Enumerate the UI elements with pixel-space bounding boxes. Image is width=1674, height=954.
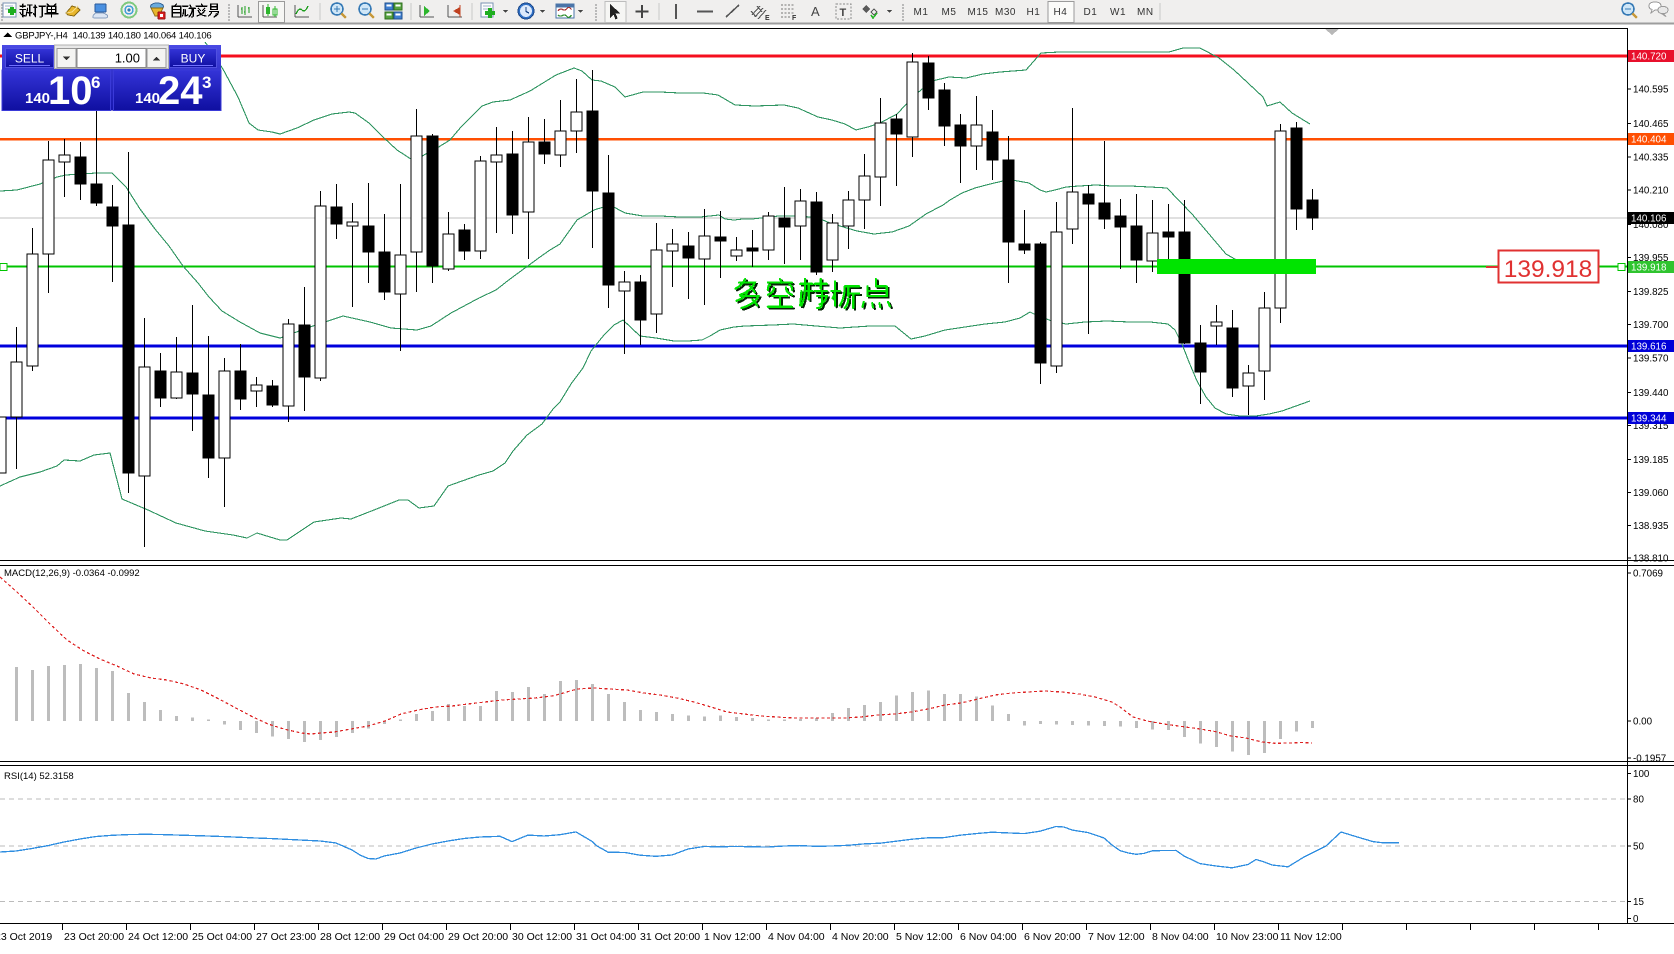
svg-text:10: 10	[48, 69, 93, 113]
svg-text:6 Nov 20:00: 6 Nov 20:00	[1024, 931, 1081, 943]
svg-text:F: F	[792, 15, 797, 22]
svg-text:23 Oct 20:00: 23 Oct 20:00	[64, 931, 124, 943]
svg-text:28 Oct 12:00: 28 Oct 12:00	[320, 931, 380, 943]
svg-text:31 Oct 20:00: 31 Oct 20:00	[640, 931, 700, 943]
svg-text:140.465: 140.465	[1633, 119, 1669, 130]
svg-text:140.080: 140.080	[1633, 220, 1669, 231]
svg-text:GBPJPY-,H4 140.139 140.180 14: GBPJPY-,H4 140.139 140.180 140.064 140.1…	[15, 31, 212, 42]
svg-text:E: E	[765, 15, 770, 22]
svg-text:SELL: SELL	[15, 52, 45, 66]
svg-text:T: T	[840, 7, 847, 19]
svg-text:139.344: 139.344	[1631, 414, 1667, 425]
svg-text:140: 140	[135, 90, 160, 107]
svg-text:5 Nov 12:00: 5 Nov 12:00	[896, 931, 953, 943]
svg-text:0.00: 0.00	[1633, 717, 1653, 728]
svg-text:139.616: 139.616	[1631, 342, 1667, 353]
svg-text:29 Oct 20:00: 29 Oct 20:00	[448, 931, 508, 943]
svg-text:139.918: 139.918	[1631, 263, 1667, 274]
svg-text:138.935: 138.935	[1633, 521, 1669, 532]
svg-text:M5: M5	[942, 7, 957, 18]
svg-text:H1: H1	[1027, 7, 1041, 18]
svg-text:140.720: 140.720	[1631, 52, 1667, 63]
svg-text:139.700: 139.700	[1633, 320, 1669, 331]
svg-text:23 Oct 2019: 23 Oct 2019	[0, 931, 52, 943]
svg-text:15: 15	[1633, 897, 1644, 908]
svg-text:139.825: 139.825	[1633, 287, 1669, 298]
svg-text:24: 24	[158, 69, 203, 113]
svg-text:M1: M1	[914, 7, 929, 18]
svg-text:7 Nov 12:00: 7 Nov 12:00	[1088, 931, 1145, 943]
svg-text:139.185: 139.185	[1633, 455, 1669, 466]
svg-text:1 Nov 12:00: 1 Nov 12:00	[704, 931, 761, 943]
svg-text:0: 0	[1633, 914, 1639, 925]
svg-text:50: 50	[1633, 842, 1644, 853]
svg-text:140.210: 140.210	[1633, 186, 1669, 197]
svg-text:0.7069: 0.7069	[1633, 569, 1663, 580]
svg-text:138.810: 138.810	[1633, 554, 1669, 565]
svg-text:10 Nov 23:00: 10 Nov 23:00	[1216, 931, 1279, 943]
svg-text:MACD(12,26,9) -0.0364 -0.0992: MACD(12,26,9) -0.0364 -0.0992	[4, 568, 140, 579]
svg-text:W1: W1	[1110, 7, 1126, 18]
svg-text:139.440: 139.440	[1633, 388, 1669, 399]
svg-text:1.00: 1.00	[115, 51, 140, 66]
svg-text:M30: M30	[995, 7, 1016, 18]
svg-text:140.595: 140.595	[1633, 85, 1669, 96]
svg-text:H4: H4	[1054, 7, 1068, 18]
svg-text:A: A	[811, 4, 820, 19]
svg-text:RSI(14) 52.3158: RSI(14) 52.3158	[4, 771, 74, 782]
svg-text:MN: MN	[1137, 7, 1154, 18]
svg-text:-0.1957: -0.1957	[1633, 754, 1666, 765]
svg-text:140.404: 140.404	[1631, 135, 1667, 146]
svg-text:140.335: 140.335	[1633, 153, 1669, 164]
svg-text:6: 6	[91, 73, 100, 92]
svg-text:4 Nov 04:00: 4 Nov 04:00	[768, 931, 825, 943]
svg-text:27 Oct 23:00: 27 Oct 23:00	[256, 931, 316, 943]
svg-text:4 Nov 20:00: 4 Nov 20:00	[832, 931, 889, 943]
svg-text:100: 100	[1633, 769, 1650, 780]
svg-text:139.570: 139.570	[1633, 354, 1669, 365]
svg-text:30 Oct 12:00: 30 Oct 12:00	[512, 931, 572, 943]
svg-text:139.918: 139.918	[1504, 256, 1593, 283]
svg-text:140: 140	[25, 90, 50, 107]
svg-text:D1: D1	[1084, 7, 1098, 18]
svg-text:11 Nov 12:00: 11 Nov 12:00	[1280, 931, 1342, 943]
svg-text:140.106: 140.106	[1631, 214, 1667, 225]
svg-text:BUY: BUY	[181, 52, 206, 66]
svg-text:80: 80	[1633, 795, 1644, 806]
svg-text:24 Oct 12:00: 24 Oct 12:00	[128, 931, 188, 943]
svg-text:139.060: 139.060	[1633, 488, 1669, 499]
svg-text:25 Oct 04:00: 25 Oct 04:00	[192, 931, 252, 943]
svg-text:M15: M15	[968, 7, 989, 18]
svg-text:3: 3	[202, 73, 211, 92]
svg-text:8 Nov 04:00: 8 Nov 04:00	[1152, 931, 1209, 943]
svg-text:139.955: 139.955	[1633, 253, 1669, 264]
svg-text:6 Nov 04:00: 6 Nov 04:00	[960, 931, 1017, 943]
svg-text:29 Oct 04:00: 29 Oct 04:00	[384, 931, 444, 943]
svg-text:139.315: 139.315	[1633, 421, 1669, 432]
svg-text:31 Oct 04:00: 31 Oct 04:00	[576, 931, 636, 943]
